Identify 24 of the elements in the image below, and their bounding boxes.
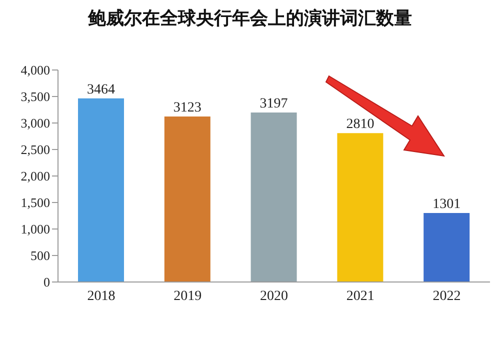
y-tick-label: 1,500	[20, 195, 50, 210]
y-tick-label: 1,000	[20, 222, 50, 237]
x-tick-label: 2021	[346, 288, 374, 304]
data-label: 3464	[87, 82, 115, 98]
chart-title: 鲍威尔在全球央行年会上的演讲词汇数量	[86, 7, 413, 30]
y-tick-label: 0	[44, 274, 50, 290]
x-tick-label: 2020	[260, 288, 288, 304]
bar	[250, 112, 297, 282]
bar	[164, 116, 210, 282]
y-tick-label: 3,000	[20, 116, 50, 131]
data-label: 3123	[173, 100, 202, 116]
x-tick-label: 2019	[174, 288, 202, 304]
data-label: 1301	[432, 197, 461, 212]
y-tick-label: 2,000	[20, 168, 50, 184]
y-tick-label: 500	[30, 248, 50, 264]
y-tick-label: 4,000	[20, 62, 50, 78]
data-label: 2810	[346, 117, 374, 132]
x-tick-label: 2018	[87, 288, 116, 304]
data-label: 3197	[260, 96, 288, 112]
bar	[424, 213, 470, 282]
y-tick-label: 2,500	[20, 142, 50, 158]
y-tick-label: 3,500	[20, 89, 50, 104]
x-tick-label: 2022	[432, 288, 461, 304]
bar	[78, 98, 124, 282]
